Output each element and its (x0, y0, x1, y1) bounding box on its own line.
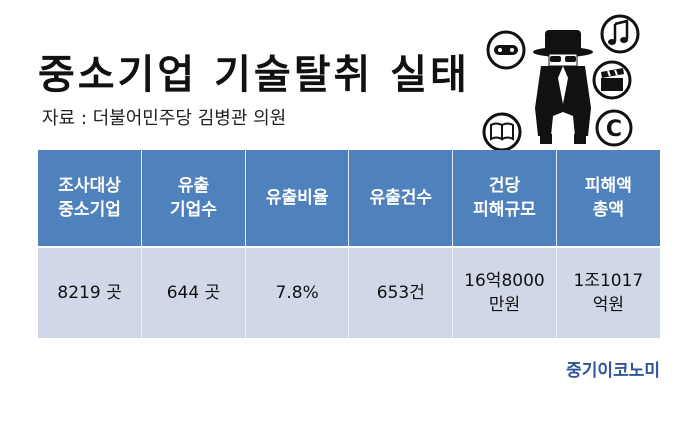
cell-leak-rate: 7.8% (245, 246, 350, 338)
header-leak-rate: 유출비율 (245, 150, 350, 247)
tech-theft-table: 조사대상 중소기업 유출 기업수 유출비율 유출건수 건당 피해규모 피해액 총… (38, 150, 660, 338)
cell-leaked-companies: 644 곳 (141, 246, 246, 338)
page-title: 중소기업 기술탈취 실태 (38, 52, 470, 98)
table-header-row: 조사대상 중소기업 유출 기업수 유출비율 유출건수 건당 피해규모 피해액 총… (38, 150, 660, 247)
svg-text:C: C (606, 117, 622, 142)
header-surveyed-companies: 조사대상 중소기업 (38, 150, 143, 247)
header-damage-per-case: 건당 피해규모 (452, 150, 557, 247)
music-note-icon (600, 14, 640, 54)
film-clapper-icon (592, 60, 632, 100)
cell-total-damage: 1조1017 억원 (556, 246, 660, 338)
game-controller-icon (486, 30, 526, 70)
source-caption: 자료 : 더불어민주당 김병관 의원 (42, 108, 287, 129)
cell-damage-per-case: 16억8000 만원 (452, 246, 557, 338)
cell-surveyed-companies: 8219 곳 (38, 246, 143, 338)
cell-leak-count: 653건 (348, 246, 454, 338)
brand-logo: 중기이코노미 (566, 361, 660, 381)
header-leak-count: 유출건수 (348, 150, 454, 247)
copyright-icon: C (595, 109, 633, 147)
spy-illustration: C (482, 14, 640, 150)
header-leaked-companies: 유출 기업수 (141, 150, 246, 247)
spy-figure-icon (533, 30, 593, 144)
header-total-damage: 피해액 총액 (556, 150, 660, 247)
book-icon (482, 112, 522, 150)
table-row: 8219 곳 644 곳 7.8% 653건 16억8000 만원 1조1017… (38, 246, 660, 338)
